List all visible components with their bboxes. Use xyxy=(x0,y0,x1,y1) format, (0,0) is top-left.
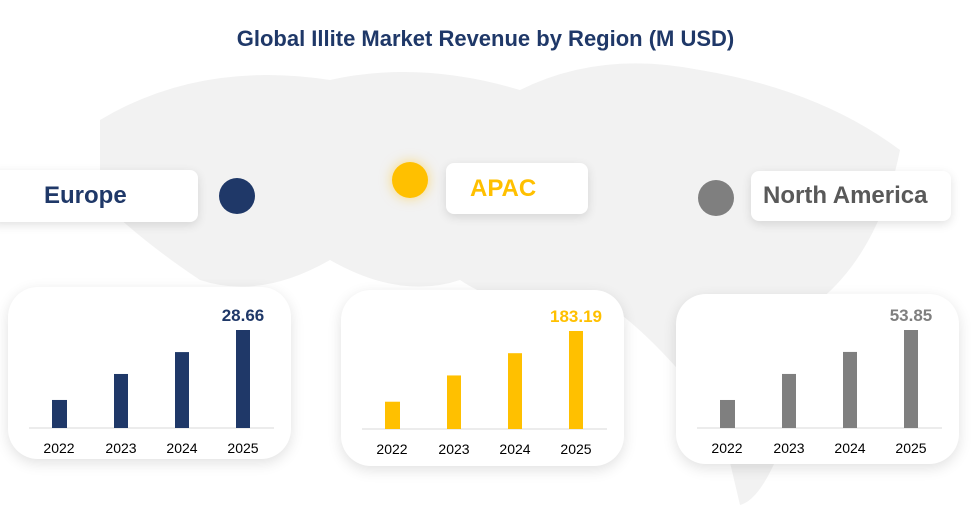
north-america-marker-dot xyxy=(698,180,734,216)
apac-bar-chart: 2022 2023 2024 2025 183.19 xyxy=(362,307,607,457)
north-america-tick-label: 2025 xyxy=(895,440,926,456)
europe-bar-2023 xyxy=(114,373,128,428)
north-america-tick-label: 2022 xyxy=(711,440,742,456)
apac-bar-2025 xyxy=(569,331,583,429)
region-label-north-america: North America xyxy=(751,171,951,221)
north-america-tick-label: 2023 xyxy=(773,440,804,456)
north-america-data-label: 53.85 xyxy=(890,306,933,325)
north-america-bar-2025 xyxy=(904,330,918,428)
apac-bar-2022 xyxy=(385,401,400,429)
europe-marker-dot xyxy=(219,178,255,214)
europe-bar-2022 xyxy=(52,399,67,428)
north-america-chart-card: 2022 2023 2024 2025 53.85 xyxy=(676,294,959,464)
apac-bar-2023 xyxy=(447,375,461,429)
europe-bar-chart: 2022 2023 2024 2025 28.66 xyxy=(29,306,274,456)
europe-bar-2024 xyxy=(175,352,189,428)
north-america-bar-2023 xyxy=(782,373,796,428)
chart-title: Global Illite Market Revenue by Region (… xyxy=(236,26,735,51)
apac-tick-label: 2022 xyxy=(376,441,407,457)
europe-tick-label: 2025 xyxy=(227,440,258,456)
europe-tick-label: 2023 xyxy=(105,440,136,456)
europe-data-label: 28.66 xyxy=(222,306,265,325)
europe-bar-2025 xyxy=(236,330,250,428)
apac-tick-label: 2023 xyxy=(438,441,469,457)
europe-chart-card: 2022 2023 2024 2025 28.66 xyxy=(8,287,291,459)
north-america-tick-label: 2024 xyxy=(834,440,865,456)
north-america-bar-2022 xyxy=(720,399,735,428)
apac-chart-card: 2022 2023 2024 2025 183.19 xyxy=(341,290,624,466)
europe-tick-label: 2022 xyxy=(43,440,74,456)
apac-tick-label: 2025 xyxy=(560,441,591,457)
europe-tick-label: 2024 xyxy=(166,440,197,456)
north-america-bar-2024 xyxy=(843,351,857,428)
apac-bar-2024 xyxy=(508,353,522,429)
apac-tick-label: 2024 xyxy=(499,441,530,457)
apac-data-label: 183.19 xyxy=(550,307,602,326)
region-label-apac: APAC xyxy=(446,163,588,214)
north-america-bar-chart: 2022 2023 2024 2025 53.85 xyxy=(697,306,942,456)
region-label-europe: Europe xyxy=(0,170,198,222)
apac-marker-dot xyxy=(392,162,428,198)
